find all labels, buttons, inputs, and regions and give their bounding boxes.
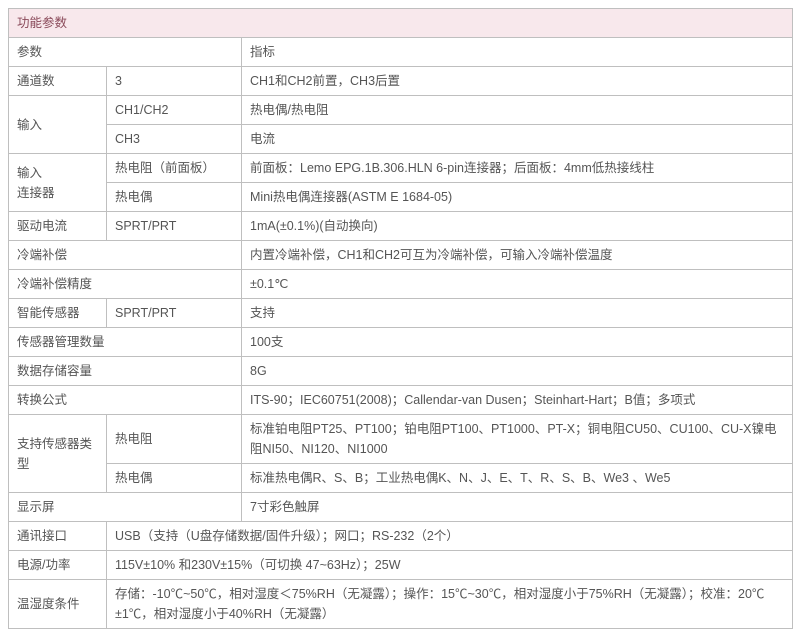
- row-display-label: 显示屏: [9, 493, 242, 522]
- row-channels-val: 3: [107, 67, 242, 96]
- row-cjc-label: 冷端补偿: [9, 241, 242, 270]
- row-comm-label: 通讯接口: [9, 522, 107, 551]
- row-input-r1a: CH1/CH2: [107, 96, 242, 125]
- row-sensor-mgmt-b: 100支: [242, 328, 793, 357]
- row-cjc-b: 内置冷端补偿，CH1和CH2可互为冷端补偿，可输入冷端补偿温度: [242, 241, 793, 270]
- row-drive-current-label: 驱动电流: [9, 212, 107, 241]
- row-channels-label: 通道数: [9, 67, 107, 96]
- row-connector-r1a: 热电阻（前面板）: [107, 154, 242, 183]
- row-cjc-acc-b: ±0.1℃: [242, 270, 793, 299]
- table-title: 功能参数: [9, 9, 793, 38]
- row-env-label: 温湿度条件: [9, 580, 107, 629]
- row-power-b: 115V±10% 和230V±15%（可切换 47~63Hz）；25W: [107, 551, 793, 580]
- row-input-label: 输入: [9, 96, 107, 154]
- col-header-indicator: 指标: [242, 38, 793, 67]
- row-connector-r2a: 热电偶: [107, 183, 242, 212]
- row-sensor-types-r1a: 热电阻: [107, 415, 242, 464]
- spec-table: 功能参数 参数 指标 通道数 3 CH1和CH2前置，CH3后置 输入 CH1/…: [8, 8, 793, 629]
- row-storage-label: 数据存储容量: [9, 357, 242, 386]
- row-formula-b: ITS-90；IEC60751(2008)；Callendar-van Duse…: [242, 386, 793, 415]
- row-input-r2a: CH3: [107, 125, 242, 154]
- row-storage-b: 8G: [242, 357, 793, 386]
- row-display-b: 7寸彩色触屏: [242, 493, 793, 522]
- row-input-r2b: 电流: [242, 125, 793, 154]
- row-env-b: 存储：-10℃~50℃，相对湿度＜75%RH（无凝露）；操作：15℃~30℃，相…: [107, 580, 793, 629]
- row-drive-current-b: 1mA(±0.1%)(自动换向): [242, 212, 793, 241]
- row-comm-b: USB（支持（U盘存储数据/固件升级）；网口；RS-232（2个）: [107, 522, 793, 551]
- row-sensor-mgmt-label: 传感器管理数量: [9, 328, 242, 357]
- row-smart-sensor-b: 支持: [242, 299, 793, 328]
- row-connector-r2b: Mini热电偶连接器(ASTM E 1684-05): [242, 183, 793, 212]
- row-smart-sensor-label: 智能传感器: [9, 299, 107, 328]
- row-drive-current-a: SPRT/PRT: [107, 212, 242, 241]
- row-power-label: 电源/功率: [9, 551, 107, 580]
- row-smart-sensor-a: SPRT/PRT: [107, 299, 242, 328]
- row-sensor-types-r2b: 标准热电偶R、S、B；工业热电偶K、N、J、E、T、R、S、B、We3 、We5: [242, 464, 793, 493]
- col-header-param: 参数: [9, 38, 242, 67]
- row-sensor-types-r2a: 热电偶: [107, 464, 242, 493]
- row-formula-label: 转换公式: [9, 386, 242, 415]
- row-channels-desc: CH1和CH2前置，CH3后置: [242, 67, 793, 96]
- row-cjc-acc-label: 冷端补偿精度: [9, 270, 242, 299]
- row-sensor-types-r1b: 标准铂电阻PT25、PT100；铂电阻PT100、PT1000、PT-X；铜电阻…: [242, 415, 793, 464]
- row-connector-r1b: 前面板：Lemo EPG.1B.306.HLN 6-pin连接器；后面板：4mm…: [242, 154, 793, 183]
- row-input-r1b: 热电偶/热电阻: [242, 96, 793, 125]
- row-connector-label: 输入 连接器: [9, 154, 107, 212]
- row-sensor-types-label: 支持传感器类型: [9, 415, 107, 493]
